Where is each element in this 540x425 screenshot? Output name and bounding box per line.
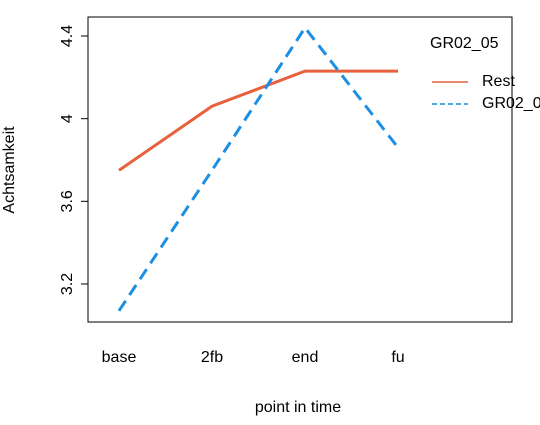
legend-title: GR02_05: [430, 35, 499, 52]
y-axis-label: Achtsamkeit: [1, 126, 18, 214]
x-tick-label: base: [102, 349, 137, 366]
y-tick-label: 3.6: [59, 190, 76, 212]
y-tick-label: 4.4: [59, 25, 76, 47]
plot-frame: [87, 16, 513, 323]
x-tick-label: fu: [391, 349, 404, 366]
y-tick-label: 4: [59, 114, 76, 123]
x-tick-label: end: [292, 349, 319, 366]
legend-label: Rest: [482, 73, 515, 90]
x-axis-label: point in time: [255, 399, 341, 416]
series-line: [117, 25, 400, 312]
series-line: [118, 69, 398, 172]
y-tick-label: 3.2: [59, 273, 76, 295]
x-tick-label: 2fb: [201, 349, 223, 366]
legend-label: GR02_05: [482, 95, 540, 112]
